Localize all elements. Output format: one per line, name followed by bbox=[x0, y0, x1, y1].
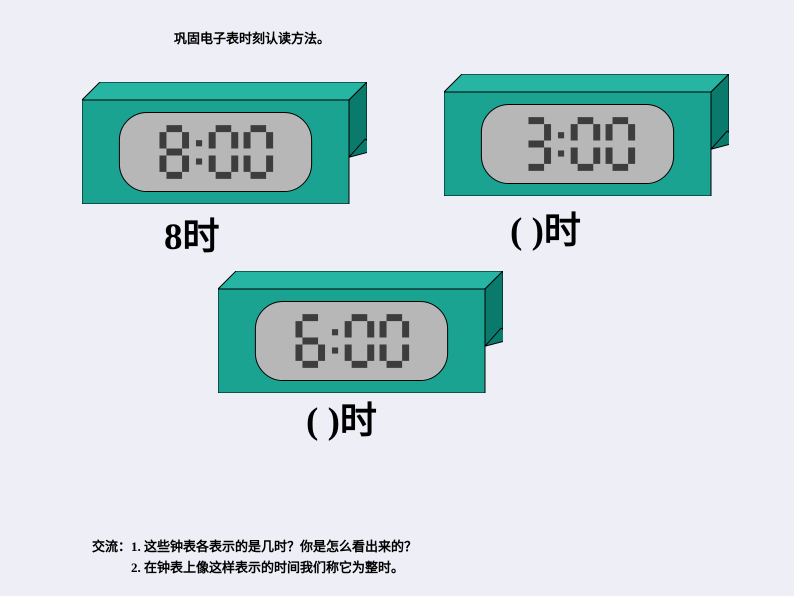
digital-clock-1 bbox=[82, 82, 367, 204]
clock-label-3: ( )时 bbox=[306, 390, 377, 444]
digital-clock-2 bbox=[444, 74, 729, 196]
clock-label-1: 8时 bbox=[164, 206, 220, 260]
footer-text: 交流：1. 这些钟表各表示的是几时？你是怎么看出来的？ 2. 在钟表上像这样表示… bbox=[92, 537, 417, 579]
footer-line-2: 2. 在钟表上像这样表示的时间我们称它为整时。 bbox=[92, 558, 417, 579]
footer-line-1: 交流：1. 这些钟表各表示的是几时？你是怎么看出来的？ bbox=[92, 537, 417, 558]
page-title: 巩固电子表时刻认读方法。 bbox=[174, 28, 330, 47]
digital-clock-3 bbox=[218, 271, 503, 393]
clock-label-2: ( )时 bbox=[510, 200, 581, 254]
